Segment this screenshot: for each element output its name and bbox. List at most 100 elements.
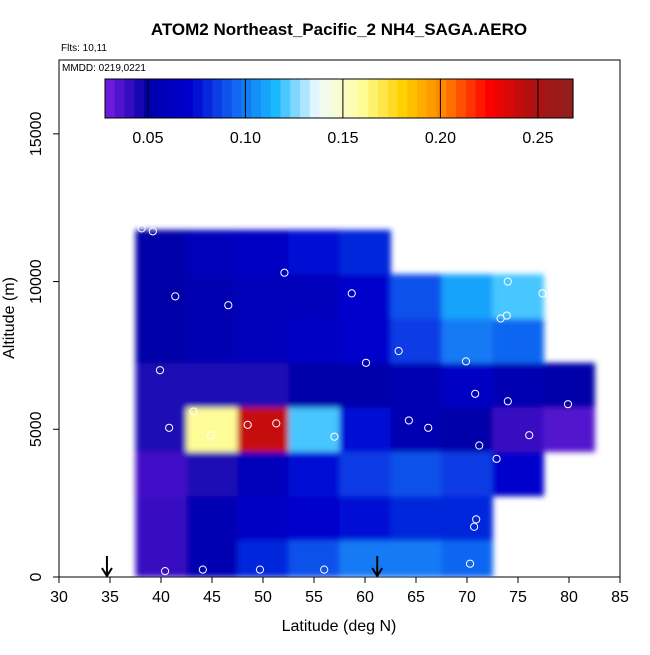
colorbar-segment bbox=[339, 79, 350, 118]
date-note: MMDD: 0219,0221 bbox=[62, 63, 146, 74]
y-tick-label: 0 bbox=[28, 572, 45, 581]
x-tick-label: 50 bbox=[254, 589, 272, 606]
colorbar-segment bbox=[270, 79, 282, 118]
colorbar-segment bbox=[553, 79, 564, 118]
field-cell bbox=[186, 274, 238, 319]
colorbar-segment bbox=[378, 79, 389, 118]
observation-point bbox=[538, 289, 547, 298]
field-cell bbox=[135, 229, 187, 275]
colorbar-segment bbox=[407, 79, 418, 118]
field-cell bbox=[186, 540, 238, 577]
observation-point bbox=[330, 432, 339, 441]
colorbar-frame bbox=[104, 78, 574, 119]
field-cell bbox=[288, 274, 340, 319]
observation-point bbox=[361, 358, 371, 367]
field-cell bbox=[492, 318, 544, 364]
colorbar-segment bbox=[465, 79, 477, 118]
field-cell bbox=[339, 229, 391, 275]
field-cell bbox=[339, 451, 391, 497]
x-tick-label: 35 bbox=[101, 589, 119, 606]
field-cell bbox=[135, 318, 187, 364]
colorbar-segment bbox=[475, 79, 486, 118]
observation-point bbox=[461, 357, 471, 366]
colorbar-segment bbox=[309, 79, 321, 118]
colorbar-segment bbox=[114, 79, 126, 118]
colorbar-segment bbox=[241, 79, 252, 118]
field-cell bbox=[237, 318, 289, 364]
field-cell bbox=[339, 274, 391, 319]
colorbar-segment bbox=[446, 79, 457, 118]
colorbar-segment bbox=[387, 79, 399, 118]
observation-point bbox=[171, 292, 180, 301]
colorbar-segment bbox=[202, 79, 213, 118]
observation-point bbox=[549, 289, 558, 298]
field-cell bbox=[543, 362, 595, 408]
colorbar-segment bbox=[534, 79, 545, 118]
x-tick-label: 75 bbox=[509, 589, 527, 606]
chart-title: ATOM2 Northeast_Pacific_2 NH4_SAGA.AERO bbox=[151, 20, 527, 39]
field-cell bbox=[135, 362, 187, 408]
field-cell bbox=[186, 407, 238, 452]
observation-point bbox=[243, 420, 252, 429]
observation-point bbox=[404, 416, 413, 425]
observation-point bbox=[224, 301, 233, 310]
colorbar-segment bbox=[192, 79, 204, 118]
field-cell bbox=[237, 451, 289, 497]
x-axis-label: Latitude (deg N) bbox=[282, 618, 397, 635]
colorbar-segment bbox=[124, 79, 135, 118]
field-cell bbox=[390, 274, 442, 319]
colorbar-segment bbox=[212, 79, 223, 118]
field-cell bbox=[288, 407, 340, 452]
colorbar-segment bbox=[397, 79, 408, 118]
observation-point bbox=[502, 311, 511, 320]
field-cell bbox=[135, 407, 187, 452]
colorbar-tick-label: 0.05 bbox=[132, 130, 163, 147]
observation-point bbox=[189, 407, 198, 416]
observation-points bbox=[112, 224, 573, 576]
field-cell bbox=[339, 318, 391, 364]
colorbar-segment bbox=[105, 79, 116, 118]
colorbar-segment bbox=[183, 79, 194, 118]
colorbar-tick-label: 0.25 bbox=[522, 130, 553, 147]
field-cell bbox=[390, 495, 442, 541]
observation-point bbox=[272, 419, 281, 428]
field-cell bbox=[492, 274, 544, 319]
field-cell bbox=[135, 451, 187, 497]
colorbar-segment bbox=[417, 79, 428, 118]
field-cell bbox=[390, 451, 442, 497]
x-tick-label: 85 bbox=[611, 589, 629, 606]
x-axis: 30 35 40 45 50 55 60 65 70 75 80 85 bbox=[50, 577, 629, 606]
observation-point bbox=[123, 228, 132, 237]
field-cell bbox=[288, 318, 340, 364]
observation-point bbox=[347, 289, 356, 298]
field-cell bbox=[543, 407, 595, 452]
observation-point bbox=[206, 431, 216, 440]
arrow-markers bbox=[101, 556, 384, 578]
colorbar-segment bbox=[251, 79, 262, 118]
colorbar-segment bbox=[495, 79, 506, 118]
colorbar-segment bbox=[222, 79, 233, 118]
field-cell bbox=[390, 318, 442, 364]
x-tick-label: 30 bbox=[50, 589, 68, 606]
field-cell bbox=[186, 229, 238, 275]
field-cell bbox=[339, 540, 391, 577]
field-cell bbox=[390, 362, 442, 408]
colorbar-segment bbox=[543, 79, 555, 118]
field-cell bbox=[390, 407, 442, 452]
observation-point bbox=[472, 515, 481, 524]
observation-point bbox=[165, 423, 174, 432]
colorbar: 0.05 0.10 0.15 0.20 0.25 bbox=[104, 78, 574, 147]
field-cell bbox=[288, 451, 340, 497]
colorbar-segment bbox=[329, 79, 340, 118]
observation-point bbox=[424, 423, 433, 432]
field-cell bbox=[186, 495, 238, 541]
field-cell bbox=[288, 362, 340, 408]
colorbar-segment bbox=[485, 79, 496, 118]
x-tick-label: 55 bbox=[305, 589, 323, 606]
observation-point bbox=[394, 346, 403, 356]
colorbar-segment bbox=[436, 79, 447, 118]
observation-point bbox=[112, 250, 121, 260]
observation-point bbox=[475, 441, 484, 450]
colorbar-segment bbox=[524, 79, 535, 118]
